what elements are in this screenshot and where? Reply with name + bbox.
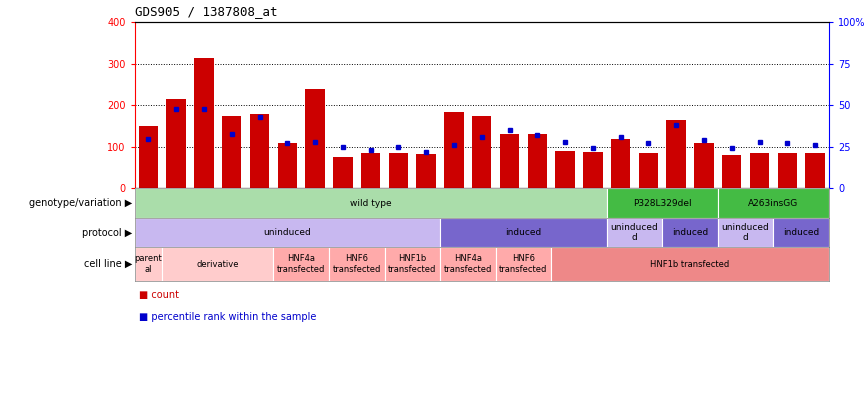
Bar <box>611 139 630 188</box>
Bar <box>333 157 352 188</box>
Bar <box>551 247 829 281</box>
Text: A263insGG: A263insGG <box>748 198 799 208</box>
Text: GDS905 / 1387808_at: GDS905 / 1387808_at <box>135 5 277 18</box>
Bar <box>607 188 718 218</box>
Bar <box>773 218 829 247</box>
Bar <box>806 153 825 188</box>
Text: induced: induced <box>783 228 819 237</box>
Text: HNF6
transfected: HNF6 transfected <box>332 254 381 274</box>
Bar <box>385 247 440 281</box>
Bar <box>556 151 575 188</box>
Text: induced: induced <box>672 228 708 237</box>
Bar <box>162 247 273 281</box>
Bar <box>528 134 547 188</box>
Bar <box>135 247 162 281</box>
Text: uninduced: uninduced <box>263 228 312 237</box>
Text: HNF4a
transfected: HNF4a transfected <box>277 254 326 274</box>
Text: uninduced
d: uninduced d <box>610 223 659 242</box>
Text: uninduced
d: uninduced d <box>721 223 770 242</box>
Bar <box>440 247 496 281</box>
Bar <box>139 126 158 188</box>
Bar <box>639 153 658 188</box>
Bar <box>135 188 607 218</box>
Bar <box>750 153 769 188</box>
Text: HNF1b transfected: HNF1b transfected <box>650 260 730 269</box>
Bar <box>417 154 436 188</box>
Bar <box>306 89 325 188</box>
Bar <box>329 247 385 281</box>
Bar <box>472 116 491 188</box>
Text: ■ percentile rank within the sample: ■ percentile rank within the sample <box>139 312 316 322</box>
Bar <box>722 155 741 188</box>
Text: HNF6
transfected: HNF6 transfected <box>499 254 548 274</box>
Bar <box>718 188 829 218</box>
Text: protocol ▶: protocol ▶ <box>82 228 132 238</box>
Bar <box>607 218 662 247</box>
Bar <box>583 152 602 188</box>
Text: HNF1b
transfected: HNF1b transfected <box>388 254 437 274</box>
Text: HNF4a
transfected: HNF4a transfected <box>444 254 492 274</box>
Bar <box>250 114 269 188</box>
Bar <box>440 218 607 247</box>
Bar <box>273 247 329 281</box>
Bar <box>278 143 297 188</box>
Text: cell line ▶: cell line ▶ <box>83 259 132 269</box>
Text: induced: induced <box>505 228 542 237</box>
Bar <box>167 99 186 188</box>
Bar <box>667 120 686 188</box>
Text: wild type: wild type <box>350 198 391 208</box>
Text: P328L329del: P328L329del <box>633 198 692 208</box>
Bar <box>194 58 214 188</box>
Bar <box>500 134 519 188</box>
Text: parent
al: parent al <box>135 254 162 274</box>
Text: derivative: derivative <box>197 260 239 269</box>
Text: ■ count: ■ count <box>139 290 179 300</box>
Bar <box>662 218 718 247</box>
Bar <box>135 218 440 247</box>
Bar <box>496 247 551 281</box>
Bar <box>694 143 713 188</box>
Bar <box>361 153 380 188</box>
Text: genotype/variation ▶: genotype/variation ▶ <box>29 198 132 208</box>
Bar <box>778 153 797 188</box>
Bar <box>444 111 464 188</box>
Bar <box>718 218 773 247</box>
Bar <box>389 153 408 188</box>
Bar <box>222 116 241 188</box>
